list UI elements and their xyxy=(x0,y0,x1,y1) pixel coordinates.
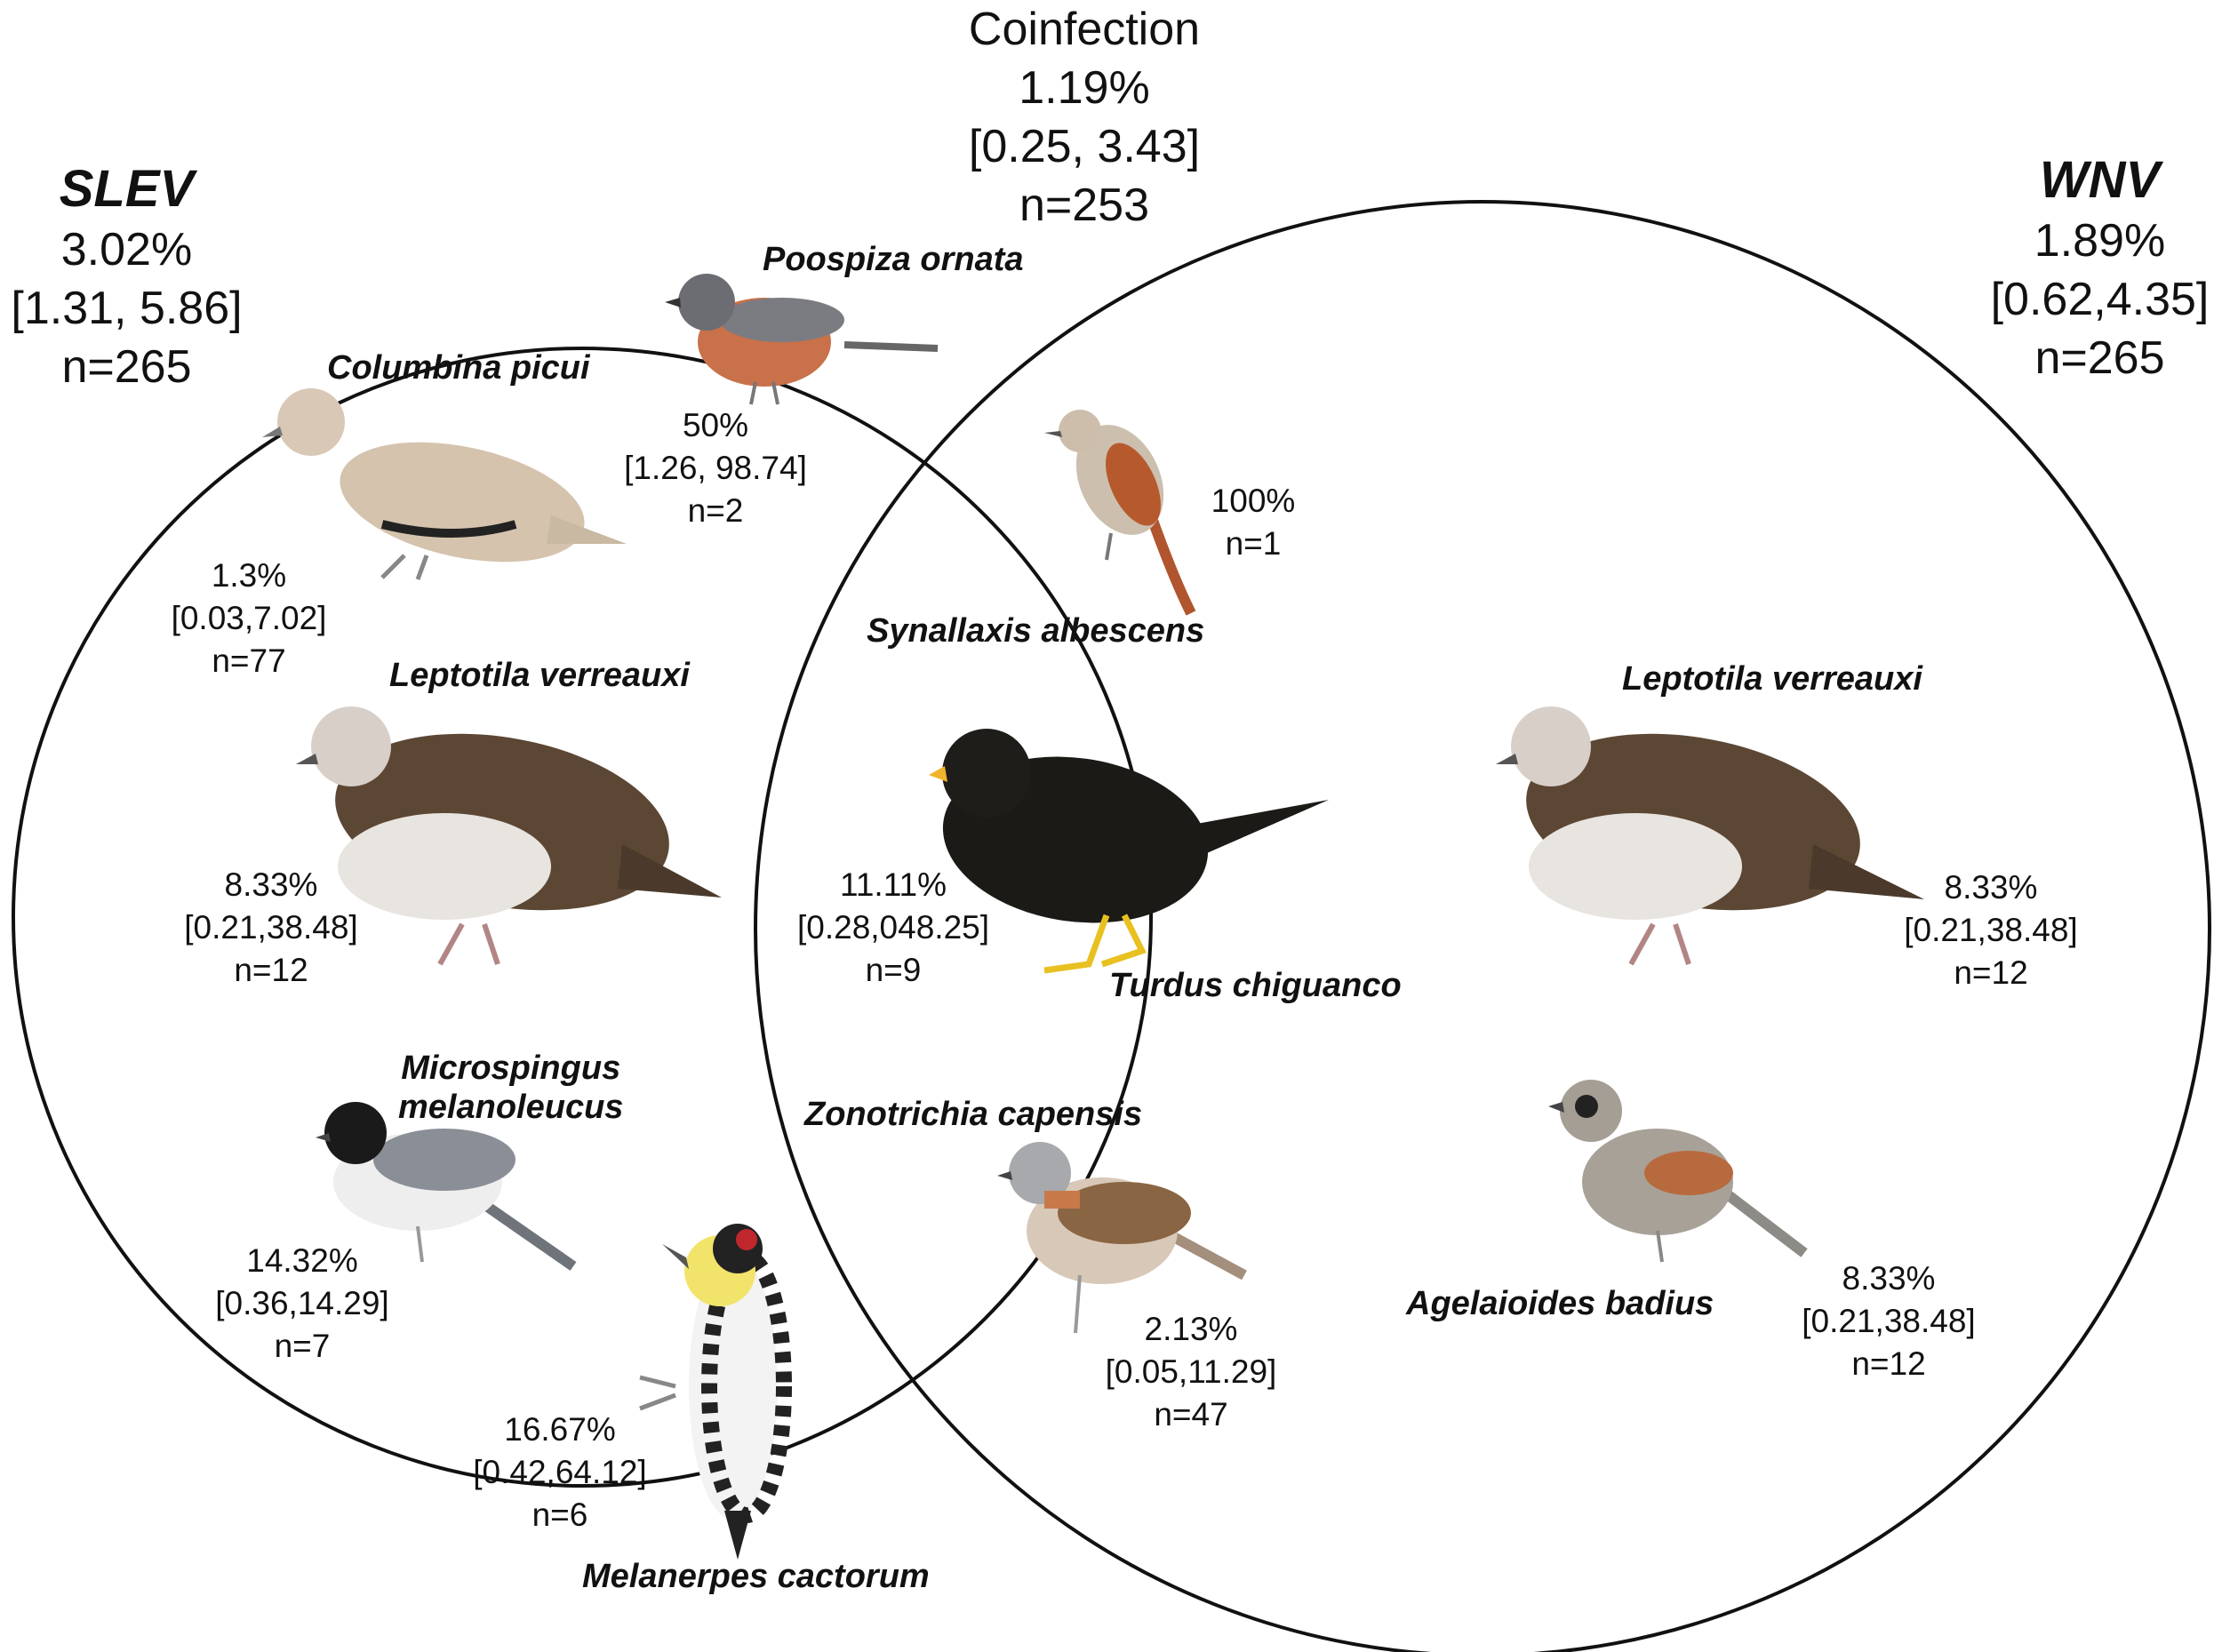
species-name-zonotrichia: Zonotrichia capensis xyxy=(804,1096,1143,1133)
stats-poospiza: 50% [1.26, 98.74] n=2 xyxy=(604,404,827,532)
coinfection-summary: Coinfection 1.19% [0.25, 3.43] n=253 xyxy=(924,0,1244,235)
stat-n: n=1 xyxy=(1225,525,1282,562)
slev-ci: [1.31, 5.86] xyxy=(11,283,243,334)
stats-leptotila-wnv: 8.33% [0.21,38.48] n=12 xyxy=(1880,866,2102,994)
stat-ci: [0.03,7.02] xyxy=(171,600,327,636)
columbina-dove-icon xyxy=(262,388,627,580)
stat-pct: 8.33% xyxy=(1944,869,2038,906)
species-name-columbina: Columbina picui xyxy=(327,349,590,387)
sparrow-icon xyxy=(997,1142,1247,1334)
stat-pct: 100% xyxy=(1211,483,1296,519)
woodpecker-icon xyxy=(639,1224,792,1560)
wnv-title: WNV xyxy=(2039,151,2161,209)
species-name-synallaxis: Synallaxis albescens xyxy=(867,612,1205,650)
slev-title: SLEV xyxy=(59,160,195,218)
species-name-microspingus-line1: Microspingus xyxy=(401,1049,621,1087)
baywing-icon xyxy=(1548,1080,1808,1263)
coinfection-ci: [0.25, 3.43] xyxy=(968,121,1201,172)
wnv-summary: WNV 1.89% [0.62,4.35] n=265 xyxy=(1978,149,2222,387)
stat-n: n=12 xyxy=(234,952,308,988)
stat-ci: [0.28,048.25] xyxy=(796,909,990,946)
stat-ci: [0.21,38.48] xyxy=(1904,912,2078,948)
stat-ci: [0.21,38.48] xyxy=(1802,1303,1976,1339)
stat-ci: [0.05,11.29] xyxy=(1105,1353,1277,1390)
species-name-agelaioides: Agelaioides badius xyxy=(1406,1285,1714,1322)
stats-synallaxis: 100% n=1 xyxy=(1178,480,1329,565)
stat-pct: 2.13% xyxy=(1144,1311,1238,1347)
stat-n: n=12 xyxy=(1954,954,2028,991)
stat-pct: 50% xyxy=(682,407,749,443)
stats-microspingus: 14.32% [0.36,14.29] n=7 xyxy=(191,1240,413,1368)
stats-zonotrichia: 2.13% [0.05,11.29] n=47 xyxy=(1080,1308,1302,1436)
stat-pct: 8.33% xyxy=(224,866,318,903)
stat-ci: [0.42,64.12] xyxy=(473,1454,647,1490)
coinfection-n: n=253 xyxy=(1019,180,1150,231)
species-name-microspingus: Microspingus melanoleucus xyxy=(398,1049,623,1127)
stats-columbina: 1.3% [0.03,7.02] n=77 xyxy=(142,555,356,682)
wnv-prevalence: 1.89% xyxy=(2034,215,2166,267)
stat-pct: 14.32% xyxy=(246,1242,358,1279)
stat-n: n=7 xyxy=(274,1328,331,1364)
slev-prevalence: 3.02% xyxy=(60,224,193,275)
stat-ci: [1.26, 98.74] xyxy=(624,450,807,486)
stat-pct: 11.11% xyxy=(840,866,947,903)
stats-turdus: 11.11% [0.28,048.25] n=9 xyxy=(773,864,1013,992)
stat-ci: [0.21,38.48] xyxy=(184,909,358,946)
species-name-leptotila-wnv: Leptotila verreauxi xyxy=(1622,660,1922,698)
stat-n: n=2 xyxy=(687,492,744,529)
wnv-n: n=265 xyxy=(2034,332,2165,384)
stat-n: n=12 xyxy=(1851,1345,1926,1382)
wnv-ci: [0.62,4.35] xyxy=(1990,274,2210,325)
stat-n: n=77 xyxy=(212,642,286,679)
slev-n: n=265 xyxy=(61,341,192,393)
species-name-melanerpes: Melanerpes cactorum xyxy=(582,1558,930,1595)
stat-pct: 8.33% xyxy=(1842,1260,1936,1297)
stat-pct: 16.67% xyxy=(504,1411,616,1448)
species-name-leptotila-slev: Leptotila verreauxi xyxy=(389,657,690,694)
stat-n: n=6 xyxy=(532,1496,588,1533)
stat-n: n=9 xyxy=(865,952,922,988)
species-name-microspingus-line2: melanoleucus xyxy=(398,1089,624,1126)
coinfection-prevalence: 1.19% xyxy=(1019,62,1150,114)
leptotila-dove-icon xyxy=(296,706,722,966)
coinfection-title: Coinfection xyxy=(968,4,1201,55)
poospiza-bird-icon xyxy=(665,274,939,405)
microspingus-bird-icon xyxy=(316,1102,577,1271)
leptotila-dove-icon xyxy=(1496,706,1924,966)
slev-circle xyxy=(12,347,1153,1488)
stats-leptotila-slev: 8.33% [0.21,38.48] n=12 xyxy=(160,864,382,992)
species-name-turdus: Turdus chiguanco xyxy=(1109,967,1402,1004)
stat-pct: 1.3% xyxy=(211,557,287,594)
stats-agelaioides: 8.33% [0.21,38.48] n=12 xyxy=(1778,1257,2000,1385)
blackbird-icon xyxy=(929,729,1329,974)
slev-summary: SLEV 3.02% [1.31, 5.86] n=265 xyxy=(0,158,253,396)
stat-ci: [0.36,14.29] xyxy=(215,1285,389,1321)
species-name-poospiza: Poospiza ornata xyxy=(763,241,1024,278)
synallaxis-bird-icon xyxy=(1044,410,1196,616)
stat-n: n=47 xyxy=(1154,1396,1228,1433)
wnv-circle xyxy=(754,200,2211,1652)
stats-melanerpes: 16.67% [0.42,64.12] n=6 xyxy=(449,1409,671,1536)
